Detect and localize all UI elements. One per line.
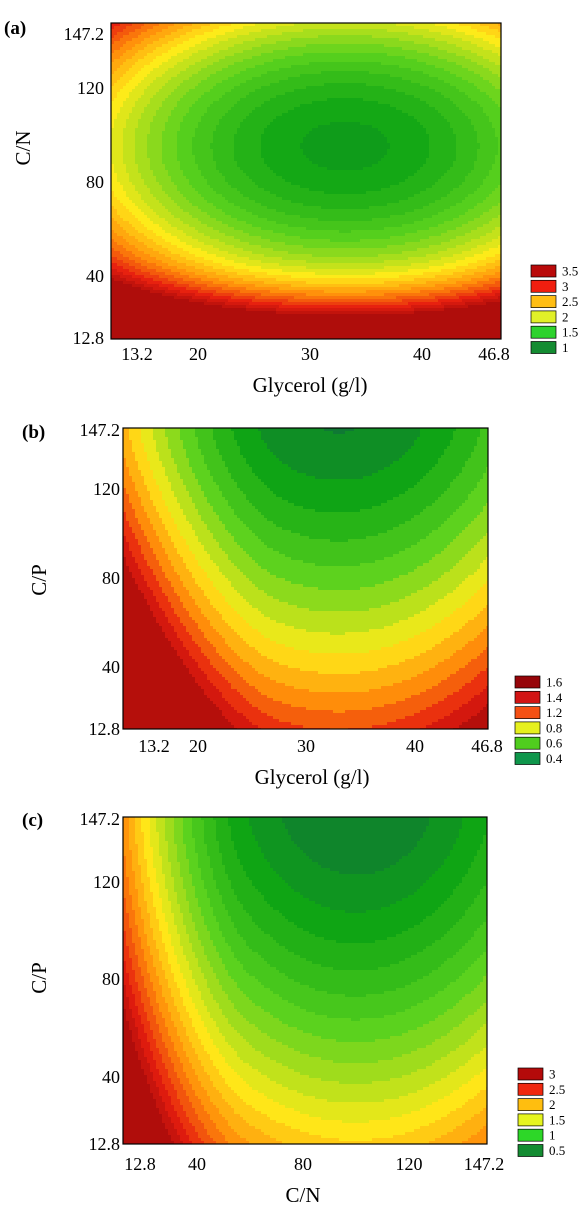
x-ticks-b: 13.2 20 30 40 46.8 [138,736,503,756]
x-axis-title-b: Glycerol (g/l) [255,765,370,789]
panel-label-c: (c) [22,810,43,831]
legend-swatch [515,753,540,765]
legend-swatch [518,1083,543,1095]
y-tick-label: 40 [102,657,120,677]
y-axis-title-c: C/P [27,962,51,994]
x-tick-label: 13.2 [138,736,170,756]
y-tick-label: 80 [86,172,104,192]
legend-label: 1.5 [562,325,578,340]
legend-swatch [515,691,540,703]
y-tick-label: 40 [102,1067,120,1087]
y-tick-label: 40 [86,266,104,286]
x-tick-label: 13.2 [121,344,153,364]
x-tick-label: 46.8 [471,736,503,756]
legend-a: 3.532.521.51 [531,264,578,356]
x-tick-label: 40 [188,1154,206,1174]
y-tick-label: 120 [93,872,120,892]
x-tick-label: 46.8 [478,344,510,364]
legend-c: 32.521.510.5 [518,1067,565,1159]
contour-plot-c [123,817,487,1144]
panel-b: (b) 147.2 120 80 40 12.8 13.2 20 30 40 4… [22,420,563,789]
legend-swatch [515,707,540,719]
legend-swatch [531,296,556,308]
y-ticks-a: 147.2 120 80 40 12.8 [64,24,105,348]
legend-label: 2 [549,1097,556,1112]
y-tick-label: 80 [102,969,120,989]
legend-swatch [515,737,540,749]
panel-c: (c) 147.2 120 80 40 12.8 12.8 40 80 120 … [22,809,565,1207]
legend-label: 0.4 [546,751,563,766]
x-ticks-a: 13.2 20 30 40 46.8 [121,344,510,364]
legend-label: 1.4 [546,690,563,705]
x-tick-label: 80 [294,1154,312,1174]
legend-b: 1.61.41.20.80.60.4 [515,675,563,767]
legend-label: 0.5 [549,1143,565,1158]
panel-label-a: (a) [4,18,26,39]
x-tick-label: 120 [396,1154,423,1174]
legend-swatch [518,1129,543,1141]
legend-swatch [518,1145,543,1157]
y-tick-label: 147.2 [64,24,105,44]
x-tick-label: 30 [297,736,315,756]
y-tick-label: 147.2 [80,809,121,829]
legend-label: 3 [562,279,569,294]
legend-swatch [515,676,540,688]
panel-a: (a) 147.2 120 80 40 12.8 13.2 20 30 40 4… [4,18,578,397]
legend-label: 1.5 [549,1112,565,1127]
legend-swatch [518,1068,543,1080]
legend-label: 0.6 [546,736,563,751]
x-tick-label: 147.2 [464,1154,505,1174]
x-axis-title-c: C/N [285,1183,320,1207]
x-tick-label: 20 [189,344,207,364]
legend-label: 3.5 [562,264,578,279]
y-tick-label: 12.8 [89,1134,121,1154]
y-tick-label: 120 [93,479,120,499]
legend-swatch [518,1099,543,1111]
contour-plot-b [123,428,488,729]
x-tick-label: 20 [189,736,207,756]
y-axis-title-b: C/P [27,564,51,596]
legend-swatch [531,326,556,338]
legend-swatch [531,311,556,323]
legend-swatch [515,722,540,734]
legend-swatch [531,280,556,292]
x-ticks-c: 12.8 40 80 120 147.2 [124,1154,504,1174]
y-ticks-b: 147.2 120 80 40 12.8 [80,420,121,739]
x-tick-label: 40 [406,736,424,756]
legend-label: 2.5 [562,294,578,309]
x-tick-label: 12.8 [124,1154,156,1174]
y-axis-title-a: C/N [11,130,35,165]
x-tick-label: 30 [301,344,319,364]
legend-label: 1.2 [546,705,562,720]
y-ticks-c: 147.2 120 80 40 12.8 [80,809,121,1154]
x-tick-label: 40 [413,344,431,364]
y-tick-label: 147.2 [80,420,121,440]
legend-label: 2 [562,309,569,324]
legend-label: 3 [549,1067,556,1082]
legend-swatch [531,265,556,277]
legend-label: 0.8 [546,720,562,735]
x-axis-title-a: Glycerol (g/l) [253,373,368,397]
contour-plot-a [111,23,501,339]
legend-label: 2.5 [549,1082,565,1097]
y-tick-label: 80 [102,568,120,588]
legend-swatch [531,342,556,354]
y-tick-label: 12.8 [73,328,105,348]
y-tick-label: 120 [77,78,104,98]
y-tick-label: 12.8 [89,719,121,739]
legend-label: 1 [549,1128,556,1143]
legend-label: 1 [562,340,569,355]
legend-label: 1.6 [546,675,563,690]
panel-label-b: (b) [22,422,45,443]
legend-swatch [518,1114,543,1126]
